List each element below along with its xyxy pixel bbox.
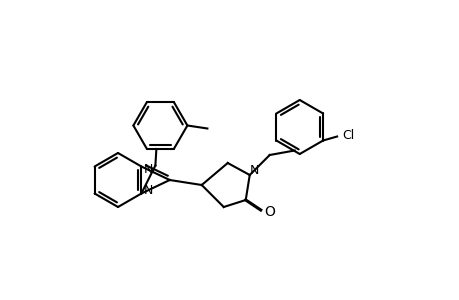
Text: O: O [264,205,274,219]
Text: N: N [250,164,259,178]
Text: N: N [143,184,153,197]
Text: N: N [143,163,153,176]
Text: Cl: Cl [341,129,353,142]
